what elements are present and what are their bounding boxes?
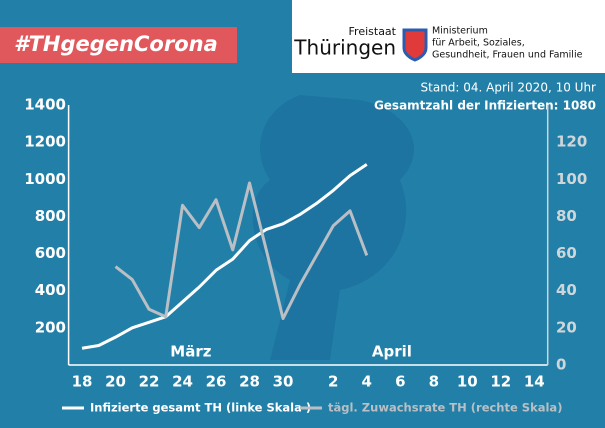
ministry-line: Ministerium [432,26,488,37]
y-tick-label: 200 [35,318,66,336]
x-tick-label: 6 [395,373,405,391]
state: Thüringen [293,36,396,60]
x-tick-label: 24 [172,373,193,391]
x-tick-label: 12 [490,373,511,391]
y-tick-label: 600 [35,244,66,262]
y2-tick-label: 40 [556,281,577,299]
y2-tick-label: 0 [556,356,566,374]
data-line [81,163,368,350]
y-tick-label: 800 [35,207,66,225]
x-tick-label: 2 [328,373,338,391]
logo-box [292,0,605,73]
x-tick-label: 8 [429,373,439,391]
month-label: März [170,343,211,361]
hashtag-banner [0,27,237,63]
state-small: Freistaat [349,25,397,38]
month-label: April [372,343,412,361]
x-tick-label: 22 [139,373,160,391]
y2-tick-label: 80 [556,207,577,225]
y2-tick-label: 20 [556,318,577,336]
data-line [114,181,369,321]
annotation: Gesamtzahl der Infizierten: 1080 [374,99,596,113]
y-tick-label: 400 [35,281,66,299]
legend-label: tägl. Zuwachsrate TH (rechte Skala) [328,401,562,415]
x-tick-label: 30 [273,373,294,391]
x-tick-label: 28 [239,373,260,391]
x-tick-label: 18 [72,373,93,391]
subtitle: Stand: 04. April 2020, 10 Uhr [421,81,597,95]
x-tick-label: 4 [362,373,372,391]
legend-label: Infizierte gesamt TH (linke Skala ) [90,401,311,415]
y-tick-label: 1000 [24,170,66,188]
x-tick-label: 10 [457,373,478,391]
x-tick-label: 14 [524,373,545,391]
ministry-line: für Arbeit, Soziales, [432,38,525,49]
hashtag: #THgegenCorona [14,32,218,56]
y-tick-label: 1200 [24,133,66,151]
y2-tick-label: 100 [556,170,587,188]
x-tick-label: 26 [206,373,227,391]
coat-of-arms [402,28,428,62]
y2-tick-label: 60 [556,244,577,262]
x-tick-label: 20 [105,373,126,391]
y2-tick-label: 120 [556,133,587,151]
ministry-line: Gesundheit, Frauen und Familie [432,50,583,61]
y-tick-label: 1400 [24,96,66,114]
